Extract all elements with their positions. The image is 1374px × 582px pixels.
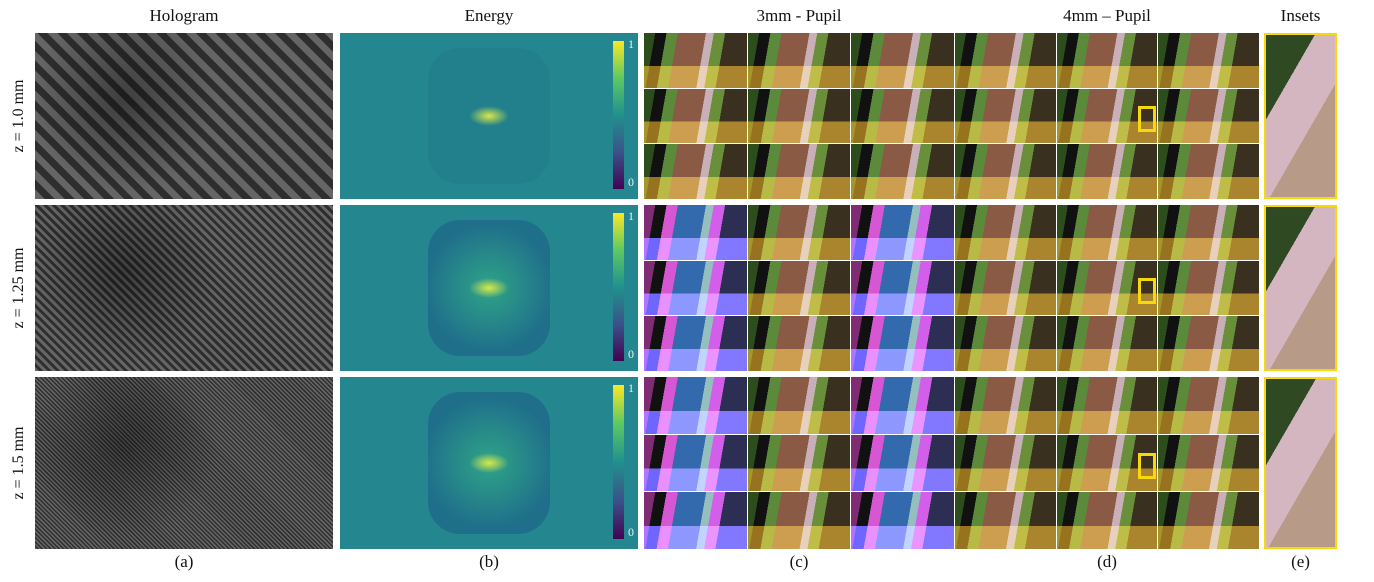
inset-marker (1138, 453, 1156, 479)
pupil-tile (955, 144, 1056, 199)
pupil-tile (955, 205, 1056, 260)
colorbar (613, 385, 624, 539)
pupil-tile (851, 144, 954, 199)
colorbar (613, 213, 624, 361)
inset-image (1264, 377, 1337, 549)
pupil-grid (955, 205, 1259, 371)
inset-image (1264, 205, 1337, 371)
subfigure-label: (e) (1264, 552, 1337, 572)
pupil-tile (1158, 492, 1259, 549)
pupil-tile (851, 492, 954, 549)
subfigure-label: (a) (35, 552, 333, 572)
pupil-tile (748, 144, 851, 199)
pupil-tile (851, 377, 954, 434)
pupil-tile (644, 435, 747, 492)
pupil-tile (1158, 205, 1259, 260)
inset-marker (1138, 106, 1156, 132)
pupil-tile (748, 89, 851, 144)
energy-peak (469, 106, 509, 126)
energy-peak (469, 278, 509, 298)
row-label: z = 1.5 mm (10, 426, 28, 499)
pupil-tile (748, 205, 851, 260)
colorbar-min-label: 0 (628, 347, 634, 362)
column-header: 4mm – Pupil (955, 6, 1259, 26)
pupil-tile (1158, 435, 1259, 492)
pupil-tile (1057, 205, 1158, 260)
pupil-tile (1158, 33, 1259, 88)
hologram-image (35, 205, 333, 371)
colorbar (613, 41, 624, 189)
pupil-tile (748, 492, 851, 549)
hologram-image (35, 377, 333, 549)
row-label: z = 1.0 mm (10, 79, 28, 152)
pupil-tile (748, 33, 851, 88)
pupil-tile (1158, 377, 1259, 434)
pupil-tile (955, 435, 1056, 492)
energy-peak (469, 453, 509, 473)
pupil-tile (851, 316, 954, 371)
pupil-tile (644, 205, 747, 260)
pupil-grid (955, 377, 1259, 549)
page: Hologram (a) Energy (b) 3mm - Pupil (c) 4mm – … (0, 0, 1374, 582)
pupil-tile (955, 89, 1056, 144)
row-label: z = 1.25 mm (10, 247, 28, 328)
column-header: Energy (340, 6, 638, 26)
pupil-tile (748, 316, 851, 371)
column-header: Insets (1264, 6, 1337, 26)
subfigure-label: (b) (340, 552, 638, 572)
pupil-tile (1057, 377, 1158, 434)
pupil-grid (644, 33, 954, 199)
pupil-tile (1158, 316, 1259, 371)
pupil-tile (748, 377, 851, 434)
column-header: Hologram (35, 6, 333, 26)
pupil-tile (644, 144, 747, 199)
inset-image (1264, 33, 1337, 199)
pupil-tile (851, 89, 954, 144)
pupil-tile (1158, 89, 1259, 144)
pupil-grid (644, 377, 954, 549)
pupil-tile (644, 89, 747, 144)
colorbar-max-label: 1 (628, 209, 634, 224)
pupil-tile (1158, 144, 1259, 199)
pupil-tile (851, 435, 954, 492)
pupil-tile (1057, 144, 1158, 199)
pupil-tile (644, 377, 747, 434)
pupil-tile (644, 33, 747, 88)
pupil-tile (955, 33, 1056, 88)
pupil-tile (644, 261, 747, 316)
pupil-tile (851, 205, 954, 260)
pupil-tile (955, 261, 1056, 316)
column-header: 3mm - Pupil (644, 6, 954, 26)
pupil-tile (1158, 261, 1259, 316)
pupil-tile (644, 492, 747, 549)
pupil-tile (748, 435, 851, 492)
pupil-grid (955, 33, 1259, 199)
pupil-tile (748, 261, 851, 316)
pupil-grid (644, 205, 954, 371)
pupil-tile (1057, 492, 1158, 549)
pupil-tile (955, 316, 1056, 371)
colorbar-min-label: 0 (628, 525, 634, 540)
pupil-tile (1057, 316, 1158, 371)
pupil-tile (851, 33, 954, 88)
subfigure-label: (d) (955, 552, 1259, 572)
pupil-tile (644, 316, 747, 371)
pupil-tile (1057, 33, 1158, 88)
pupil-tile (851, 261, 954, 316)
colorbar-min-label: 0 (628, 175, 634, 190)
colorbar-max-label: 1 (628, 37, 634, 52)
inset-marker (1138, 278, 1156, 304)
pupil-tile (955, 377, 1056, 434)
subfigure-label: (c) (644, 552, 954, 572)
hologram-image (35, 33, 333, 199)
pupil-tile (955, 492, 1056, 549)
colorbar-max-label: 1 (628, 381, 634, 396)
